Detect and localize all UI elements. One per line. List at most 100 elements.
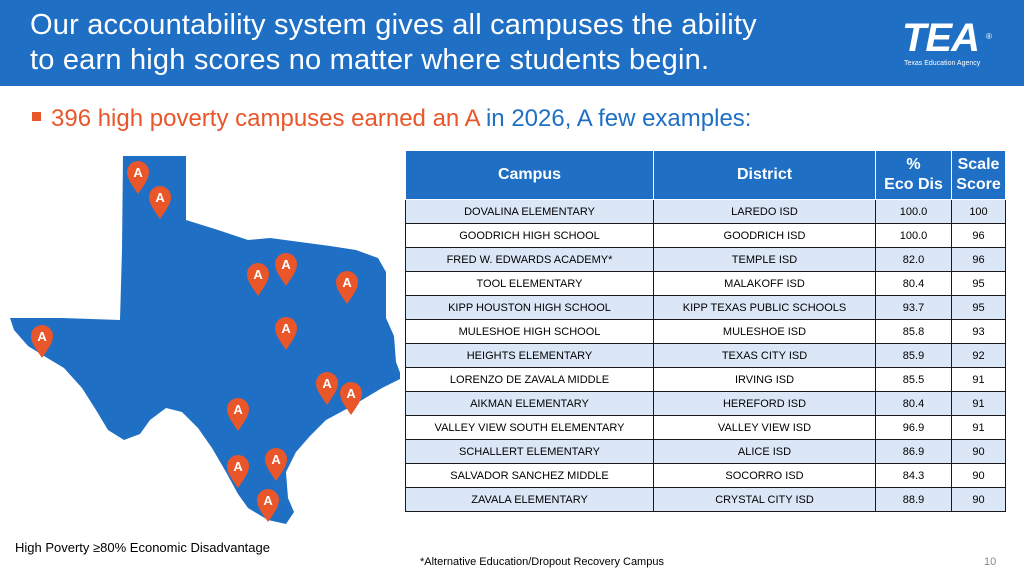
table-row: ZAVALA ELEMENTARY CRYSTAL CITY ISD 88.9 90 xyxy=(405,487,1006,512)
marker-label: A xyxy=(233,402,243,417)
district-cell: TEXAS CITY ISD xyxy=(653,343,876,368)
score-cell: 90 xyxy=(951,463,1006,488)
table-row: MULESHOE HIGH SCHOOL MULESHOE ISD 85.8 93 xyxy=(405,319,1006,344)
map-marker-9: A xyxy=(340,382,362,415)
map-marker-2: A xyxy=(149,186,171,219)
score-cell: 95 xyxy=(951,271,1006,296)
score-cell: 90 xyxy=(951,439,1006,464)
bullet-rest: in 2026, A few examples: xyxy=(479,105,752,132)
district-cell: HEREFORD ISD xyxy=(653,391,876,416)
eco-dis-cell: 84.3 xyxy=(875,463,952,488)
score-cell: 100 xyxy=(951,199,1006,224)
campus-table: Campus District % Eco Dis Scale Score DOVA… xyxy=(405,150,1006,512)
map-marker-13: A xyxy=(257,489,279,522)
footnote: *Alternative Education/Dropout Recovery … xyxy=(420,556,664,568)
district-cell: MULESHOE ISD xyxy=(653,319,876,344)
page-number: 10 xyxy=(984,556,997,568)
table-row: KIPP HOUSTON HIGH SCHOOL KIPP TEXAS PUBLI… xyxy=(405,295,1006,320)
map-marker-1: A xyxy=(127,161,149,194)
eco-dis-cell: 88.9 xyxy=(875,487,952,512)
campus-cell: SCHALLERT ELEMENTARY xyxy=(405,439,654,464)
eco-dis-cell: 100.0 xyxy=(875,199,952,224)
header-bar: Our accountability system gives all camp… xyxy=(0,0,1024,86)
marker-label: A xyxy=(281,257,291,272)
table-row: SALVADOR SANCHEZ MIDDLE SOCORRO ISD 84.3 90 xyxy=(405,463,1006,488)
title-line-1: Our accountability system gives all camp… xyxy=(30,9,757,41)
district-cell: TEMPLE ISD xyxy=(653,247,876,272)
score-cell: 95 xyxy=(951,295,1006,320)
map-marker-8: A xyxy=(316,372,338,405)
marker-label: A xyxy=(253,267,263,282)
campus-cell: HEIGHTS ELEMENTARY xyxy=(405,343,654,368)
tea-logo: TEA ® Texas Education Agency xyxy=(896,16,996,70)
header-score-line2: Score xyxy=(956,176,1001,193)
district-cell: IRVING ISD xyxy=(653,367,876,392)
map-caption: High Poverty ≥80% Economic Disadvantage xyxy=(15,540,270,555)
header-campus: Campus xyxy=(405,150,654,200)
eco-dis-cell: 93.7 xyxy=(875,295,952,320)
district-cell: LAREDO ISD xyxy=(653,199,876,224)
header-eco-line1: % xyxy=(906,156,921,173)
table-row: LORENZO DE ZAVALA MIDDLE IRVING ISD 85.5 91 xyxy=(405,367,1006,392)
score-cell: 96 xyxy=(951,247,1006,272)
bullet-highlight: 396 high poverty campuses earned an A xyxy=(51,105,480,132)
score-cell: 90 xyxy=(951,487,1006,512)
campus-cell: SALVADOR SANCHEZ MIDDLE xyxy=(405,463,654,488)
map-marker-11: A xyxy=(227,455,249,488)
marker-label: A xyxy=(263,493,273,508)
campus-cell: TOOL ELEMENTARY xyxy=(405,271,654,296)
eco-dis-cell: 82.0 xyxy=(875,247,952,272)
table-row: SCHALLERT ELEMENTARY ALICE ISD 86.9 90 xyxy=(405,439,1006,464)
eco-dis-cell: 96.9 xyxy=(875,415,952,440)
score-cell: 93 xyxy=(951,319,1006,344)
marker-label: A xyxy=(233,459,243,474)
district-cell: SOCORRO ISD xyxy=(653,463,876,488)
score-cell: 91 xyxy=(951,367,1006,392)
campus-cell: GOODRICH HIGH SCHOOL xyxy=(405,223,654,248)
district-cell: KIPP TEXAS PUBLIC SCHOOLS xyxy=(653,295,876,320)
campus-cell: KIPP HOUSTON HIGH SCHOOL xyxy=(405,295,654,320)
logo-subtitle: Texas Education Agency xyxy=(904,60,981,67)
marker-label: A xyxy=(37,329,47,344)
marker-label: A xyxy=(281,321,291,336)
map-marker-12: A xyxy=(265,448,287,481)
map-marker-10: A xyxy=(227,398,249,431)
square-bullet-icon xyxy=(32,112,41,122)
page-title: Our accountability system gives all camp… xyxy=(30,8,880,78)
table-row: DOVALINA ELEMENTARY LAREDO ISD 100.0 100 xyxy=(405,199,1006,224)
district-cell: VALLEY VIEW ISD xyxy=(653,415,876,440)
table-row: GOODRICH HIGH SCHOOL GOODRICH ISD 100.0 96 xyxy=(405,223,1006,248)
header-eco-dis: % Eco Dis xyxy=(875,150,952,200)
marker-label: A xyxy=(342,275,352,290)
campus-cell: MULESHOE HIGH SCHOOL xyxy=(405,319,654,344)
campus-cell: AIKMAN ELEMENTARY xyxy=(405,391,654,416)
campus-cell: FRED W. EDWARDS ACADEMY* xyxy=(405,247,654,272)
district-cell: GOODRICH ISD xyxy=(653,223,876,248)
eco-dis-cell: 100.0 xyxy=(875,223,952,248)
campus-cell: DOVALINA ELEMENTARY xyxy=(405,199,654,224)
eco-dis-cell: 80.4 xyxy=(875,271,952,296)
map-marker-7: A xyxy=(275,317,297,350)
eco-dis-cell: 85.8 xyxy=(875,319,952,344)
eco-dis-cell: 86.9 xyxy=(875,439,952,464)
header-score-line1: Scale xyxy=(957,156,1000,173)
marker-label: A xyxy=(133,165,143,180)
district-cell: MALAKOFF ISD xyxy=(653,271,876,296)
table-row: AIKMAN ELEMENTARY HEREFORD ISD 80.4 91 xyxy=(405,391,1006,416)
table-row: FRED W. EDWARDS ACADEMY* TEMPLE ISD 82.0 96 xyxy=(405,247,1006,272)
eco-dis-cell: 85.5 xyxy=(875,367,952,392)
map-marker-6: A xyxy=(31,325,53,358)
header-scale-score: Scale Score xyxy=(951,150,1006,200)
texas-shape xyxy=(10,156,400,524)
score-cell: 96 xyxy=(951,223,1006,248)
campus-cell: VALLEY VIEW SOUTH ELEMENTARY xyxy=(405,415,654,440)
table-row: HEIGHTS ELEMENTARY TEXAS CITY ISD 85.9 92 xyxy=(405,343,1006,368)
campus-cell: ZAVALA ELEMENTARY xyxy=(405,487,654,512)
marker-label: A xyxy=(322,376,332,391)
map-marker-4: A xyxy=(275,253,297,286)
score-cell: 91 xyxy=(951,415,1006,440)
logo-registered-mark: ® xyxy=(986,32,992,41)
marker-label: A xyxy=(155,190,165,205)
score-cell: 92 xyxy=(951,343,1006,368)
table-row: TOOL ELEMENTARY MALAKOFF ISD 80.4 95 xyxy=(405,271,1006,296)
